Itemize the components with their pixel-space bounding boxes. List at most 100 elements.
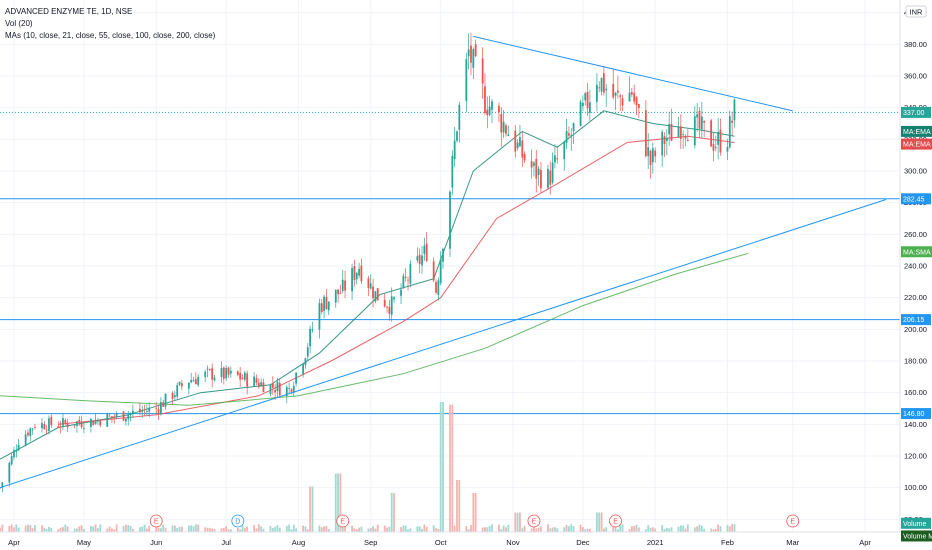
candle-body[interactable] (540, 169, 542, 189)
candle-body[interactable] (358, 268, 360, 276)
event-marker[interactable] (609, 514, 622, 528)
trendline[interactable] (0, 199, 887, 489)
event-marker[interactable] (786, 514, 800, 528)
candle-body[interactable] (257, 382, 260, 388)
candle-body[interactable] (360, 265, 363, 282)
candle-body[interactable] (386, 306, 388, 308)
candle-body[interactable] (600, 77, 603, 92)
candle-body[interactable] (337, 289, 339, 295)
event-marker[interactable] (336, 514, 350, 528)
candle-body[interactable] (334, 289, 337, 303)
candle-body[interactable] (451, 155, 454, 188)
candle-body[interactable] (595, 84, 598, 102)
candle-body[interactable] (458, 104, 461, 130)
candle-body[interactable] (465, 59, 468, 101)
candle-body[interactable] (194, 379, 197, 385)
candle-body[interactable] (418, 254, 421, 264)
candle-body[interactable] (586, 91, 589, 109)
candle-body[interactable] (432, 261, 435, 281)
candle-body[interactable] (162, 402, 165, 407)
candle-body[interactable] (514, 130, 517, 152)
candle-body[interactable] (717, 131, 720, 145)
candle-body[interactable] (50, 416, 53, 426)
candle-body[interactable] (311, 329, 314, 331)
candle-body[interactable] (449, 191, 451, 249)
candle-body[interactable] (696, 114, 699, 118)
candle-body[interactable] (535, 158, 538, 179)
candle-body[interactable] (523, 153, 526, 161)
candle-body[interactable] (605, 88, 608, 91)
candle-body[interactable] (173, 395, 176, 398)
candle-body[interactable] (588, 102, 591, 113)
candle-body[interactable] (278, 383, 281, 396)
candle-body[interactable] (255, 378, 258, 383)
candle-body[interactable] (416, 256, 419, 261)
candle-body[interactable] (481, 58, 484, 84)
candle-body[interactable] (644, 110, 647, 157)
candle-body[interactable] (369, 283, 372, 289)
candle-body[interactable] (530, 161, 533, 168)
event-marker[interactable] (231, 514, 245, 528)
candle-body[interactable] (10, 456, 13, 465)
candle-body[interactable] (125, 418, 127, 422)
candle-body[interactable] (537, 168, 540, 176)
candle-body[interactable] (178, 382, 181, 385)
candle-body[interactable] (602, 73, 605, 93)
candle-body[interactable] (66, 423, 69, 428)
candle-body[interactable] (13, 450, 15, 458)
candle-body[interactable] (355, 272, 358, 280)
candle-body[interactable] (241, 377, 244, 379)
candle-body[interactable] (309, 328, 312, 347)
candle-body[interactable] (122, 411, 125, 421)
candle-body[interactable] (246, 373, 249, 387)
candle-body[interactable] (703, 120, 706, 123)
candle-body[interactable] (519, 137, 521, 147)
candle-body[interactable] (17, 444, 20, 451)
candle-body[interactable] (320, 303, 323, 313)
candle-body[interactable] (155, 407, 158, 409)
candle-body[interactable] (57, 426, 60, 428)
candle-body[interactable] (83, 428, 85, 430)
candle-body[interactable] (670, 123, 673, 141)
candle-body[interactable] (143, 409, 146, 411)
candle-body[interactable] (41, 422, 43, 429)
candle-body[interactable] (435, 282, 437, 293)
candle-body[interactable] (29, 428, 32, 437)
candle-body[interactable] (698, 110, 701, 129)
candle-body[interactable] (563, 142, 566, 160)
candle-body[interactable] (728, 116, 731, 148)
trendline[interactable] (473, 35, 793, 112)
candle-body[interactable] (206, 368, 209, 370)
candle-body[interactable] (400, 289, 402, 296)
candle-body[interactable] (78, 419, 81, 423)
candle-body[interactable] (714, 147, 717, 148)
candle-body[interactable] (211, 368, 214, 380)
candle-body[interactable] (439, 259, 442, 284)
candle-body[interactable] (679, 126, 682, 140)
candle-body[interactable] (302, 364, 305, 375)
candle-body[interactable] (505, 125, 507, 134)
candle-body[interactable] (341, 279, 344, 291)
candle-body[interactable] (106, 414, 109, 427)
candle-body[interactable] (682, 134, 685, 135)
candle-body[interactable] (27, 432, 29, 436)
candle-body[interactable] (488, 106, 491, 115)
candle-body[interactable] (572, 123, 575, 132)
candle-body[interactable] (271, 383, 274, 388)
candle-body[interactable] (568, 133, 570, 136)
candle-body[interactable] (684, 136, 687, 139)
candle-body[interactable] (521, 140, 524, 158)
candle-body[interactable] (376, 288, 379, 301)
candle-body[interactable] (290, 389, 293, 392)
candle-body[interactable] (491, 101, 493, 110)
candle-body[interactable] (62, 418, 64, 426)
candle-body[interactable] (327, 301, 330, 311)
candle-body[interactable] (425, 243, 428, 262)
candle-body[interactable] (579, 101, 582, 127)
candle-body[interactable] (731, 120, 734, 123)
candle-body[interactable] (533, 162, 535, 166)
candle-body[interactable] (92, 420, 95, 426)
candle-body[interactable] (222, 367, 225, 379)
candle-body[interactable] (239, 373, 242, 380)
candle-body[interactable] (649, 150, 652, 166)
